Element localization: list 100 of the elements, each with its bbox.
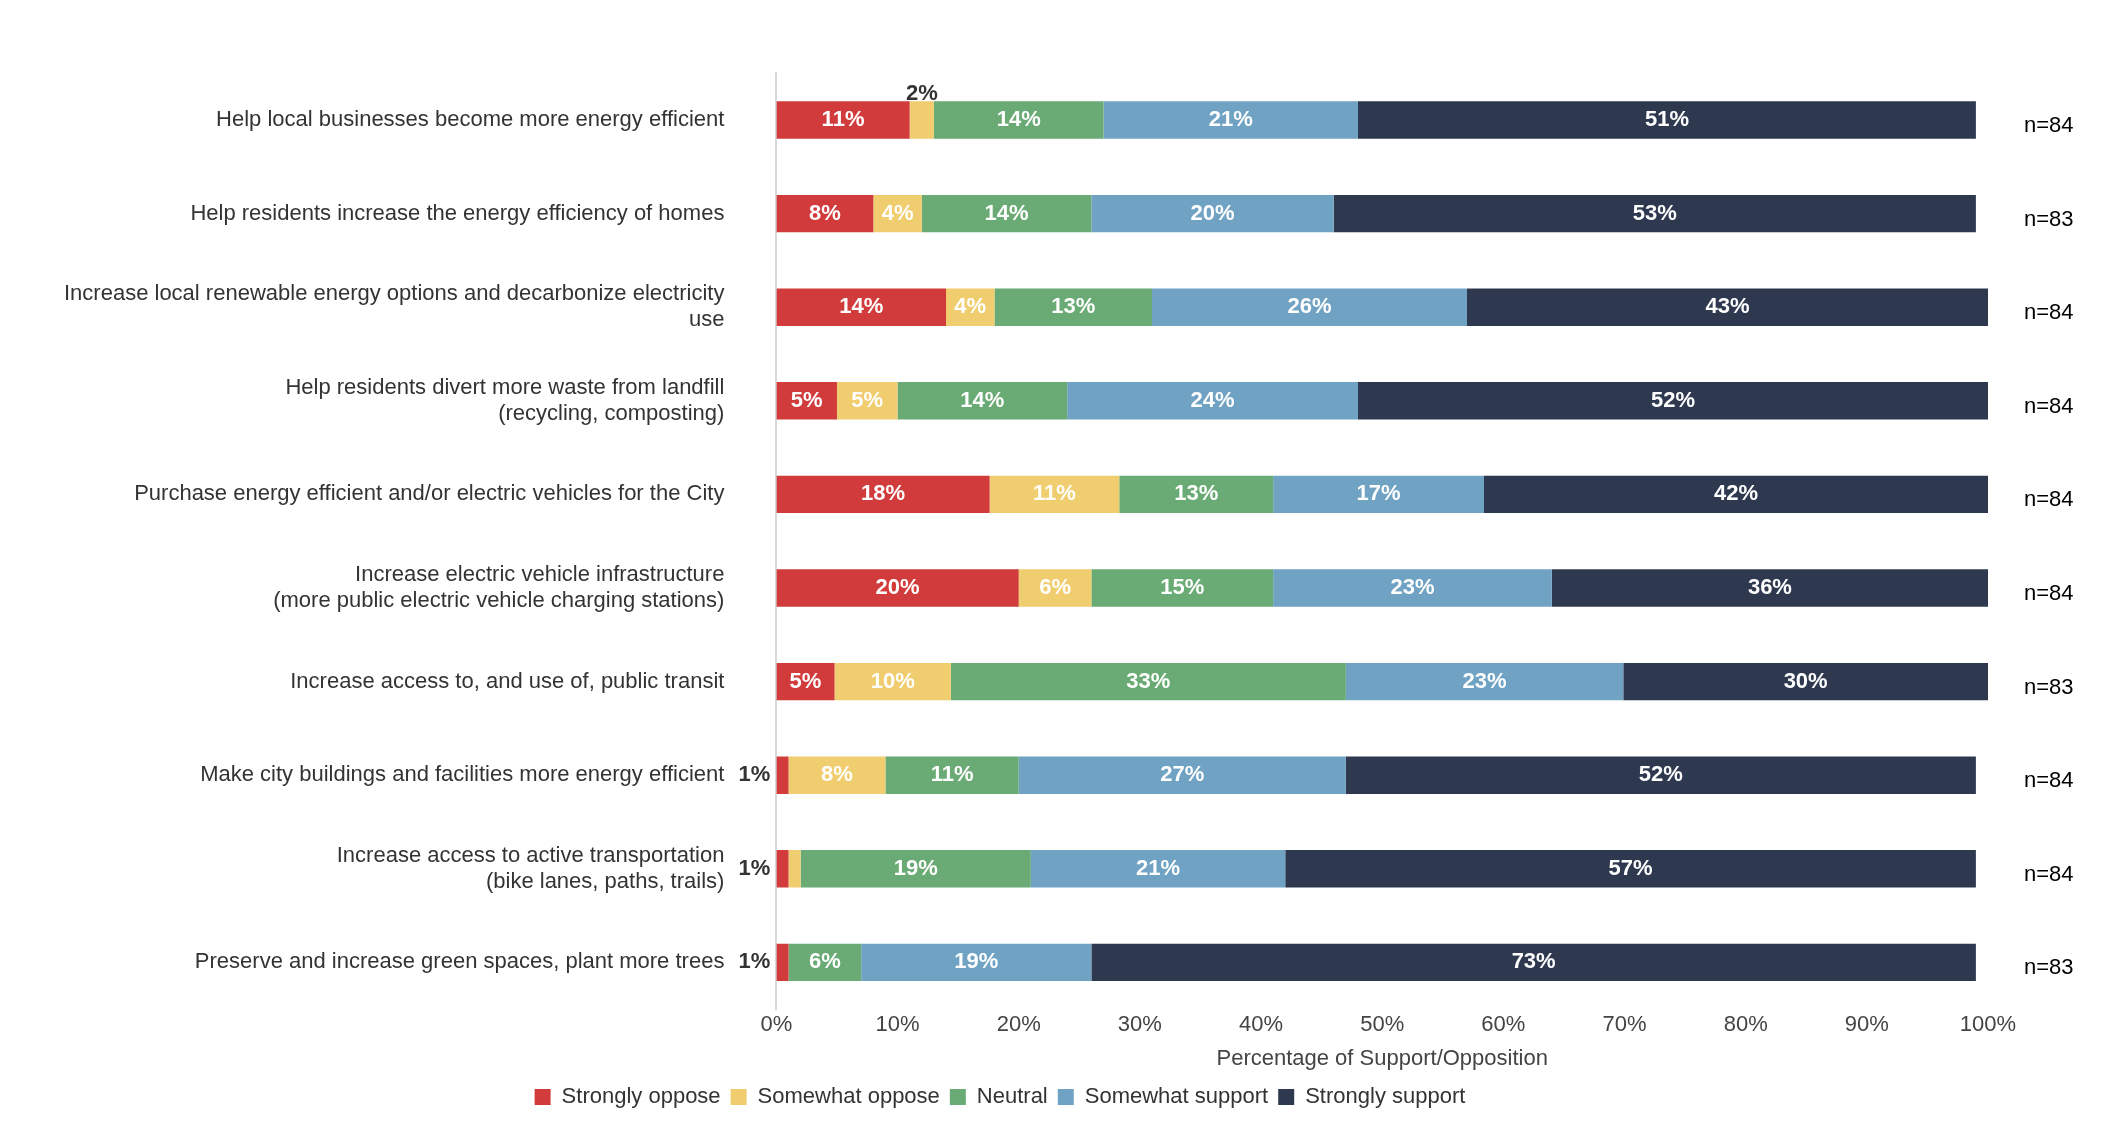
data-label: 18% — [860, 480, 906, 506]
bar — [994, 288, 1152, 326]
bar — [1273, 475, 1484, 514]
text: n=83 — [2024, 205, 2074, 231]
data-label: 21% — [1208, 106, 1253, 132]
y-tick-label: Make city buildings and facilities more energy efficient — [200, 761, 725, 787]
bar — [788, 756, 886, 794]
bar — [1030, 850, 1286, 888]
text: n=84 — [2024, 299, 2074, 325]
x-tick-label: 10% — [875, 1011, 920, 1037]
text: n=84 — [2024, 580, 2074, 606]
bar — [909, 101, 934, 139]
data-label: 26% — [1287, 293, 1332, 319]
data-label: 23% — [1462, 667, 1507, 693]
data-label: 23% — [1390, 574, 1435, 600]
bar — [776, 850, 789, 888]
y-tick-label: Increase access to, and use of, public transit — [290, 667, 725, 693]
bar — [776, 288, 947, 326]
data-label: 6% — [1039, 574, 1071, 600]
bar — [788, 850, 801, 888]
bar — [1285, 850, 1976, 888]
data-label: 15% — [1160, 574, 1205, 600]
bar — [1091, 943, 1976, 982]
data-label: 11% — [930, 761, 974, 787]
bar — [1333, 194, 1976, 233]
data-label: 36% — [1747, 574, 1792, 600]
x-tick-label: 40% — [1239, 1011, 1284, 1037]
legend-label: Neutral — [976, 1083, 1048, 1109]
bar — [1551, 569, 1988, 607]
y-tick-label: Purchase energy efficient and/or electric vehicles for the City — [134, 480, 725, 506]
bar — [897, 382, 1068, 420]
text: n=84 — [2024, 767, 2074, 793]
data-label: 27% — [1160, 761, 1205, 787]
data-label: 5% — [851, 386, 884, 412]
bar — [1357, 101, 1976, 139]
data-label: 5% — [789, 667, 822, 693]
legend-label: Strongly oppose — [561, 1083, 721, 1109]
y-tick-label: Increase electric vehicle infrastructure (more public electric vehicle charging stations) — [273, 560, 725, 613]
bar — [1623, 662, 1988, 701]
data-label: 8% — [808, 199, 841, 225]
text: n=84 — [2024, 860, 2074, 886]
bar — [933, 101, 1104, 139]
data-label: 14% — [984, 199, 1029, 225]
x-tick-label: 0% — [760, 1011, 793, 1037]
bar — [1018, 756, 1346, 794]
x-tick-label: 70% — [1602, 1011, 1647, 1037]
data-label: 21% — [1136, 854, 1181, 880]
data-label: 11% — [1033, 480, 1076, 506]
y-tick-label: Preserve and increase green spaces, plant more trees — [194, 948, 725, 974]
data-label: 52% — [1638, 761, 1683, 787]
data-label: 8% — [821, 761, 853, 787]
data-label: 24% — [1190, 386, 1235, 412]
data-label: 14% — [960, 386, 1005, 412]
data-label: 4% — [881, 199, 914, 225]
data-label: 20% — [875, 574, 920, 600]
bar — [776, 756, 789, 794]
data-label: 19% — [954, 948, 999, 974]
bar — [800, 850, 1031, 888]
data-label: 1% — [738, 761, 771, 787]
data-label: 42% — [1713, 480, 1759, 506]
bar — [1119, 475, 1274, 514]
data-label: 73% — [1511, 948, 1556, 974]
bar — [1067, 382, 1358, 420]
data-label: 6% — [808, 948, 841, 974]
bar — [1091, 569, 1274, 607]
y-tick-label: Increase local renewable energy options and decarbonize electricity use — [64, 280, 725, 332]
data-label: 13% — [1174, 480, 1219, 506]
bar — [921, 194, 1092, 233]
data-label: 33% — [1126, 667, 1171, 693]
data-label: 4% — [954, 293, 987, 319]
bar — [1273, 569, 1552, 607]
x-tick-label: 80% — [1723, 1011, 1768, 1037]
x-axis-title: Percentage of Support/Opposition — [1216, 1044, 1548, 1070]
data-label: 52% — [1650, 386, 1695, 412]
data-label: 10% — [870, 667, 915, 693]
data-label: 14% — [839, 293, 884, 319]
data-label: 53% — [1632, 199, 1677, 225]
bar — [885, 756, 1019, 794]
bar — [776, 101, 910, 139]
bar — [1357, 382, 1988, 420]
bar — [1345, 756, 1976, 794]
text: n=84 — [2024, 486, 2074, 512]
y-tick-label: Help residents divert more waste from landfill (recycling, composting) — [285, 373, 725, 426]
bar — [1151, 288, 1468, 326]
x-tick-label: 60% — [1481, 1011, 1526, 1037]
bar — [776, 943, 789, 982]
x-tick-label: 50% — [1360, 1011, 1405, 1037]
y-tick-label: Help local businesses become more energy efficient — [216, 106, 725, 132]
bar — [989, 475, 1120, 514]
data-label: 2% — [905, 80, 938, 106]
data-label: 5% — [790, 386, 823, 412]
legend-label: Somewhat support — [1084, 1083, 1269, 1109]
data-label: 51% — [1644, 106, 1689, 132]
bar — [1103, 101, 1358, 139]
text: n=83 — [2024, 954, 2074, 980]
bar — [776, 475, 990, 514]
data-label: 20% — [1190, 199, 1235, 225]
y-tick-label: Help residents increase the energy efficiency of homes — [190, 199, 725, 225]
x-tick-label: 90% — [1844, 1011, 1889, 1037]
x-tick-label: 30% — [1117, 1011, 1162, 1037]
